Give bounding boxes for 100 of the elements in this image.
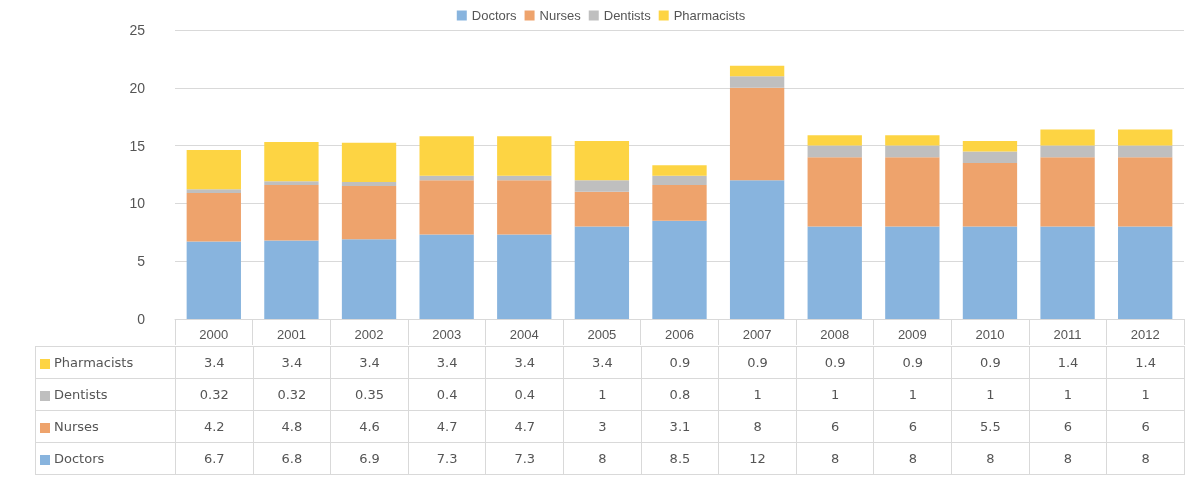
bar <box>419 136 474 176</box>
bar <box>341 239 397 319</box>
data-label: 1 <box>1029 378 1107 411</box>
data-label: 8 <box>563 442 642 475</box>
bar <box>264 141 319 182</box>
bar <box>652 165 707 176</box>
text: Pharmacists <box>54 355 134 370</box>
bar <box>497 234 552 319</box>
data-label: 0.9 <box>641 346 719 379</box>
data-label: 0.9 <box>951 346 1030 379</box>
x-tick-label: 2012 <box>1130 327 1160 342</box>
bar <box>574 226 630 319</box>
data-label: 7.3 <box>408 442 486 475</box>
text: Dentists <box>54 387 108 402</box>
data-label: 6 <box>796 410 874 443</box>
data-label: 1 <box>796 378 874 411</box>
bar <box>885 145 940 158</box>
bar <box>186 241 241 319</box>
bar <box>264 181 319 185</box>
legend-label: Doctors <box>471 8 518 23</box>
bar <box>186 149 241 190</box>
data-label: 0.4 <box>485 378 564 411</box>
data-label: 8 <box>1029 442 1107 475</box>
bar <box>497 180 552 235</box>
bar <box>264 184 319 241</box>
bar <box>885 226 940 319</box>
data-label: 0.9 <box>718 346 797 379</box>
x-tick-label: 2000 <box>199 327 229 342</box>
x-tick-label: 2009 <box>897 327 927 342</box>
data-label: 4.7 <box>485 410 564 443</box>
bar <box>186 189 241 193</box>
x-tick-label: 2005 <box>587 327 617 342</box>
bar <box>807 157 862 227</box>
bar <box>497 136 552 176</box>
bar <box>807 135 862 146</box>
bar <box>341 186 397 240</box>
x-tick-label: 2008 <box>820 327 850 342</box>
data-label: 0.35 <box>330 378 409 411</box>
data-label: 1 <box>951 378 1030 411</box>
data-label: 8.5 <box>641 442 719 475</box>
bar <box>341 142 397 183</box>
bar <box>419 180 474 235</box>
legend-label: Pharmacists <box>673 8 746 23</box>
data-label: 0.8 <box>641 378 719 411</box>
data-label: 8 <box>873 442 952 475</box>
bar <box>574 191 630 227</box>
data-label: 3.4 <box>175 346 254 379</box>
data-label: 6.8 <box>253 442 331 475</box>
data-label: 6.7 <box>175 442 254 475</box>
text: Doctors <box>54 451 105 466</box>
data-label: 1.4 <box>1106 346 1185 379</box>
y-tick-label: 20 <box>129 79 146 96</box>
bar <box>962 226 1018 319</box>
bar <box>186 193 241 242</box>
bar <box>885 157 940 227</box>
data-label: 0.9 <box>796 346 874 379</box>
data-label: 1.4 <box>1029 346 1107 379</box>
x-tick-label: 2010 <box>975 327 1005 342</box>
data-label: 4.2 <box>175 410 254 443</box>
data-label: 6 <box>1029 410 1107 443</box>
data-label: 6 <box>1106 410 1185 443</box>
data-label: 5.5 <box>951 410 1030 443</box>
data-label: 8 <box>796 442 874 475</box>
data-label: 4.6 <box>330 410 409 443</box>
data-label: 12 <box>718 442 797 475</box>
data-label: 8 <box>718 410 797 443</box>
data-label: 8 <box>951 442 1030 475</box>
x-tick-label: 2002 <box>354 327 384 342</box>
data-label: 6 <box>873 410 952 443</box>
bar <box>652 220 707 319</box>
x-tick-label: 2006 <box>665 327 694 342</box>
bar <box>652 184 707 221</box>
data-label: 3.4 <box>253 346 331 379</box>
bar <box>1040 129 1095 146</box>
data-label: 3.4 <box>563 346 642 379</box>
data-label: 0.4 <box>408 378 486 411</box>
bar <box>729 87 785 181</box>
data-label: 0.9 <box>873 346 952 379</box>
data-label: 3.1 <box>641 410 719 443</box>
bar <box>807 226 862 319</box>
bar <box>652 175 707 185</box>
data-label: 3.4 <box>330 346 409 379</box>
bar <box>1118 129 1173 146</box>
bar <box>729 65 785 77</box>
data-label: 0.32 <box>175 378 254 411</box>
data-label: 1 <box>873 378 952 411</box>
text: Nurses <box>54 419 99 434</box>
y-tick-label: 25 <box>129 22 146 38</box>
data-label: 4.7 <box>408 410 486 443</box>
bar <box>729 76 785 88</box>
data-label: 3.4 <box>408 346 486 379</box>
data-label: 4.8 <box>253 410 331 443</box>
data-label: 0.32 <box>253 378 331 411</box>
y-tick-label: 10 <box>129 195 146 212</box>
data-label: 8 <box>1106 442 1185 475</box>
x-tick-label: 2004 <box>509 327 539 342</box>
bar <box>885 135 940 146</box>
bar <box>1118 145 1173 158</box>
bar <box>1040 145 1095 158</box>
x-tick-label: 2007 <box>742 327 772 342</box>
